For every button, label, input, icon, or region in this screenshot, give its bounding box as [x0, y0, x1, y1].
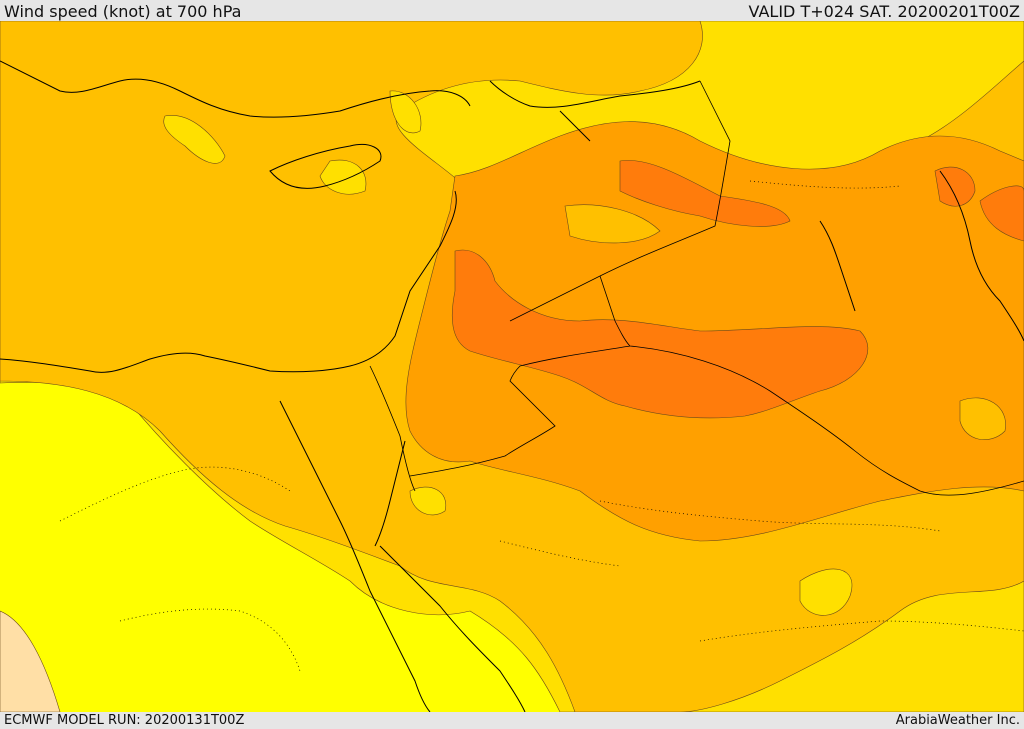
field-low-island-5 — [799, 568, 853, 616]
field-level-highest-2 — [451, 249, 869, 419]
footer-bar: ECMWF MODEL RUN: 20200131T00Z ArabiaWeat… — [0, 712, 1024, 729]
admin-lines — [59, 180, 1024, 672]
field-level-highest-1 — [619, 160, 791, 227]
borders — [369, 80, 1024, 496]
field-low-island-6 — [409, 486, 447, 516]
field-level-highest-4 — [979, 185, 1024, 242]
field-mid-island-2 — [959, 397, 1006, 440]
field-level-highest-3 — [934, 166, 976, 207]
credit-label: ArabiaWeather Inc. — [895, 713, 1020, 728]
field-calm-sw — [0, 610, 61, 712]
header-bar: Wind speed (knot) at 700 hPa VALID T+024… — [0, 0, 1024, 21]
coastlines — [0, 60, 1024, 712]
field-mid-island-1 — [564, 204, 661, 244]
field-low-island-1 — [163, 115, 226, 164]
valid-time-label: VALID T+024 SAT. 20200201T00Z — [748, 2, 1020, 21]
map-title: Wind speed (knot) at 700 hPa — [4, 2, 242, 21]
wind-speed-map[interactable] — [0, 21, 1024, 712]
map-canvas — [0, 21, 1024, 712]
field-low-island-3 — [389, 90, 422, 134]
field-low-island-2 — [319, 159, 367, 195]
model-run-label: ECMWF MODEL RUN: 20200131T00Z — [4, 713, 245, 728]
